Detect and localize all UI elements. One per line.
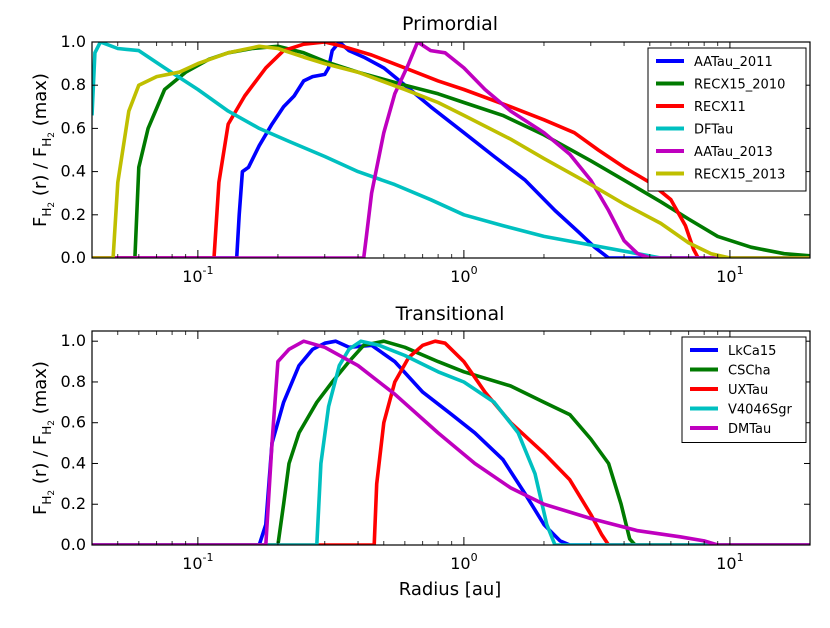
- y-axis-label: FH2 (r) / FH2 (max): [30, 73, 57, 227]
- legend-label: V4046Sgr: [728, 403, 792, 418]
- y-tick-label: 0.8: [61, 372, 86, 391]
- series-line-cscha: [92, 339, 810, 545]
- x-axis-label: Radius [au]: [399, 579, 502, 600]
- x-tick-label: 101: [716, 264, 743, 286]
- y-tick-label: 0.8: [61, 75, 86, 94]
- legend-label: UXTau: [728, 383, 768, 398]
- chart-title: Primordial: [402, 13, 498, 35]
- x-tick-label: 10-1: [182, 551, 213, 573]
- legend-label: RECX15_2013: [694, 168, 785, 183]
- x-tick-label: 101: [716, 551, 743, 573]
- svg-text:FH2 (r) / FH2 (max): FH2 (r) / FH2 (max): [30, 73, 57, 227]
- y-tick-label: 0.4: [61, 453, 86, 472]
- y-axis-label: FH2 (r) / FH2 (max): [30, 361, 57, 515]
- y-tick-label: 0.6: [61, 413, 86, 432]
- series-line-recx11: [92, 42, 810, 258]
- y-tick-label: 0.0: [61, 248, 86, 267]
- y-tick-label: 0.4: [61, 162, 86, 181]
- plot-frame: [91, 41, 811, 259]
- legend-label: DMTau: [728, 422, 771, 437]
- legend: LkCa15 CSCha UXTau V4046Sgr DMTau: [681, 336, 807, 443]
- legend-label: LkCa15: [728, 344, 776, 359]
- y-tick-label: 0.6: [61, 118, 86, 137]
- x-tick-label: 100: [450, 551, 477, 573]
- series-line-aatau_2013: [92, 42, 810, 258]
- legend-label: RECX15_2010: [694, 78, 785, 93]
- legend-label: AATau_2013: [694, 145, 773, 160]
- panel-primordial: Primordial FH2 (r) / FH2 (max) 0.0 0.2 0.4…: [30, 13, 811, 286]
- series-line-dftau: [92, 42, 810, 258]
- panel-transitional: Transitional FH2 (r) / FH2 (max) 0.0 0.2 0…: [30, 303, 811, 600]
- legend-label: AATau_2011: [694, 55, 773, 70]
- legend-label: CSCha: [728, 364, 771, 379]
- svg-text:FH2 (r) / FH2 (max): FH2 (r) / FH2 (max): [30, 361, 57, 515]
- chart-title: Transitional: [395, 303, 505, 325]
- x-tick-label: 100: [450, 264, 477, 286]
- y-tick-label: 0.2: [61, 205, 86, 224]
- series-line-recx15_2013: [92, 44, 810, 258]
- legend-label: DFTau: [694, 123, 733, 138]
- legend: AATau_2011 RECX15_2010 RECX11 DFTau AATau_20…: [647, 47, 807, 192]
- series-line-recx15_2010: [92, 44, 810, 258]
- series-line-v4046sgr: [92, 339, 810, 545]
- y-tick-label: 0.0: [61, 535, 86, 554]
- y-tick-label: 1.0: [61, 331, 86, 350]
- legend-box: [647, 47, 807, 192]
- x-tick-label: 10-1: [182, 264, 213, 286]
- y-tick-label: 0.2: [61, 494, 86, 513]
- legend-label: RECX11: [694, 100, 746, 115]
- y-tick-label: 1.0: [61, 32, 86, 51]
- plot-frame: [91, 330, 811, 546]
- series-line-dmtau: [92, 339, 810, 545]
